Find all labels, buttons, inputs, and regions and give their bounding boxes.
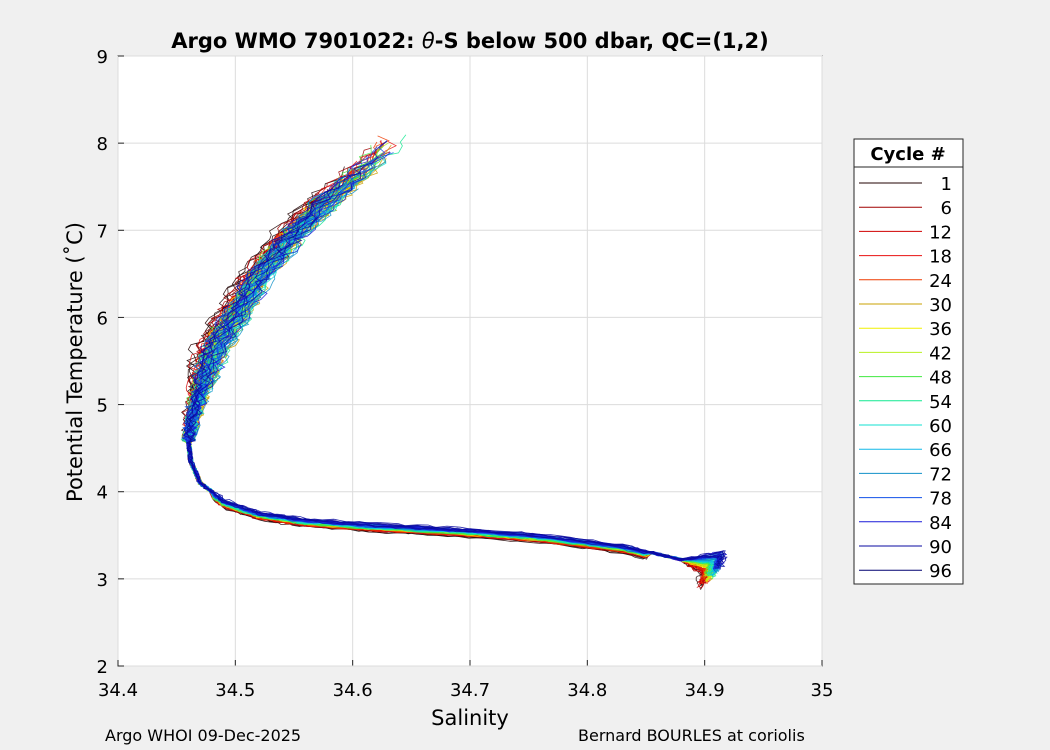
chart-title: Argo WMO 7901022: θ-S below 500 dbar, QC… — [171, 29, 768, 53]
legend-label-48: 48 — [929, 368, 952, 389]
footer-source: Argo WHOI 09-Dec-2025 — [105, 726, 302, 745]
legend-label-78: 78 — [929, 489, 952, 510]
legend-label-60: 60 — [929, 416, 952, 437]
legend-label-90: 90 — [929, 537, 952, 558]
x-tick-label: 34.9 — [685, 680, 725, 701]
x-tick-label: 34.4 — [98, 680, 138, 701]
x-tick-label: 34.8 — [567, 680, 607, 701]
legend: Cycle # 1 6 12 18 24 30 36 42 48 54 60 66 72 78 84 90 96 — [853, 138, 964, 585]
y-tick-label: 7 — [97, 221, 108, 242]
legend-label-6: 6 — [941, 198, 952, 219]
legend-label-36: 36 — [929, 319, 952, 340]
legend-label-72: 72 — [929, 464, 952, 485]
profile-curves — [180, 134, 728, 590]
y-tick-labels: 2 3 4 5 6 7 8 9 — [97, 47, 108, 678]
profile-line-cycle-96 — [186, 171, 728, 570]
legend-label-12: 12 — [929, 222, 952, 243]
grid — [117, 55, 823, 667]
y-tick-label: 8 — [97, 134, 108, 155]
legend-label-96: 96 — [929, 561, 952, 582]
legend-label-30: 30 — [929, 295, 952, 316]
footer-author: Bernard BOURLES at coriolis — [578, 726, 805, 745]
legend-box — [853, 138, 964, 585]
legend-label-66: 66 — [929, 440, 952, 461]
legend-label-18: 18 — [929, 247, 952, 268]
y-tick-label: 6 — [97, 308, 108, 329]
y-tick-label: 4 — [97, 483, 108, 504]
legend-label-24: 24 — [929, 271, 952, 292]
legend-label-1: 1 — [941, 174, 952, 195]
x-tick-label: 35 — [811, 680, 834, 701]
x-tick-labels: 34.4 34.5 34.6 34.7 34.8 34.9 35 — [98, 680, 833, 701]
x-tick-label: 34.7 — [450, 680, 490, 701]
legend-label-54: 54 — [929, 392, 952, 413]
y-axis-label: Potential Temperature (˚C) — [63, 222, 87, 502]
legend-entries: 1 6 12 18 24 30 36 42 48 54 60 66 72 78 84 90 96 — [859, 174, 952, 582]
profile-line-cycle-95 — [186, 187, 727, 566]
y-tick-label: 2 — [97, 657, 108, 678]
x-tick-label: 34.5 — [215, 680, 255, 701]
legend-label-84: 84 — [929, 513, 952, 534]
x-axis-label: Salinity — [431, 706, 509, 730]
legend-label-42: 42 — [929, 343, 952, 364]
x-tick-label: 34.6 — [333, 680, 373, 701]
y-tick-label: 3 — [97, 570, 108, 591]
y-tick-label: 5 — [97, 396, 108, 417]
y-tick-label: 9 — [97, 47, 108, 68]
legend-title: Cycle # — [870, 144, 945, 165]
